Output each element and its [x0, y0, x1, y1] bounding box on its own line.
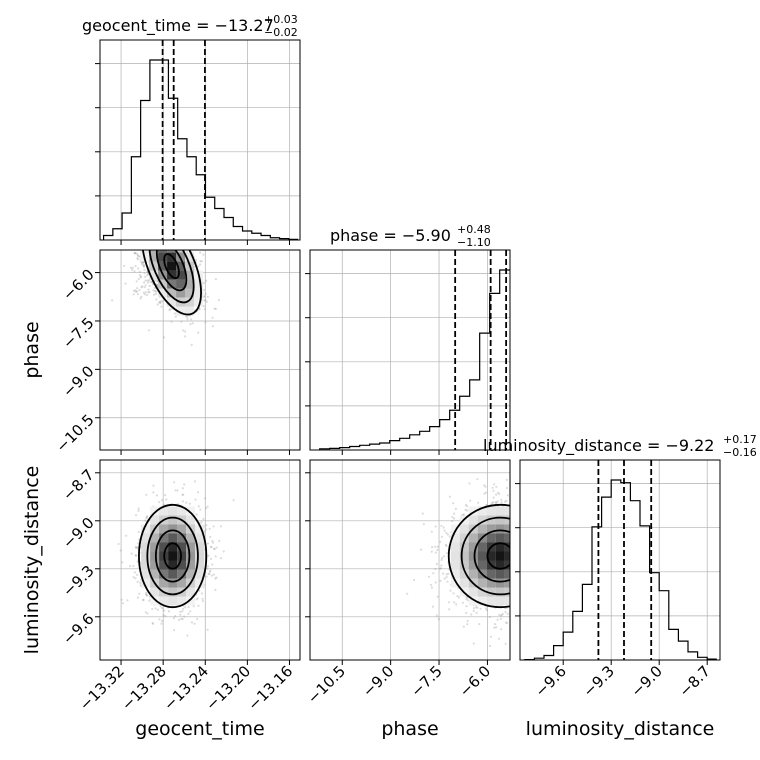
pair-10-content — [100, 250, 300, 450]
x-tick-label-geocent-time-2: −13.24 — [160, 662, 212, 714]
x-axis-label-geocent-time: geocent_time — [135, 718, 264, 740]
x-axis-label-luminosity-distance: luminosity_distance — [526, 718, 715, 740]
x-tick-label-geocent-time-4: −13.16 — [244, 662, 296, 714]
pair-20-density — [141, 506, 205, 606]
title-luminosity-distance-minus: −0.16 — [723, 446, 757, 459]
panel-luminosity-distance-histogram — [515, 459, 721, 665]
panel-luminosity-distance-vs-geocent-time — [95, 459, 301, 665]
x-tick-label-geocent-time-1: −13.28 — [118, 662, 170, 714]
hist-0-frame — [99, 39, 301, 241]
pair-20-contour-2 — [146, 516, 199, 596]
panel-phase-vs-geocent-time — [95, 249, 301, 455]
title-luminosity-distance-plus: +0.17 — [723, 433, 757, 446]
pair-21-contour-2 — [460, 516, 510, 596]
x-axis-label-phase: phase — [381, 718, 438, 740]
x-tick-label-phase-0: −10.5 — [304, 662, 349, 707]
pair-20-frame — [99, 459, 301, 661]
y-tick-label-luminosity-distance-1: −9.0 — [59, 514, 97, 552]
y-tick-label-phase-0: −6.0 — [59, 266, 97, 304]
pair-20-contour-1 — [154, 529, 191, 583]
title-geocent-time-minus: −0.02 — [264, 26, 298, 39]
y-tick-label-phase-3: −10.5 — [52, 411, 97, 456]
x-tick-label-geocent-time-0: −13.32 — [76, 662, 128, 714]
panel-luminosity-distance-vs-phase — [305, 459, 511, 665]
x-tick-label-phase-2: −7.5 — [407, 662, 445, 700]
pair-20-contour-0 — [163, 542, 182, 570]
hist-1-frame — [309, 249, 511, 451]
pair-21-contour-1 — [473, 529, 510, 583]
title-phase-plus: +0.48 — [457, 223, 491, 236]
hist-2-frame — [519, 459, 721, 661]
y-axis-label-luminosity-distance: luminosity_distance — [21, 466, 43, 655]
title-luminosity-distance: luminosity_distance = −9.22 — [483, 436, 714, 456]
x-tick-label-phase-1: −9.0 — [359, 662, 397, 700]
pair-21-contour-3 — [447, 503, 510, 609]
title-phase-minus: −1.10 — [457, 236, 491, 249]
x-tick-label-geocent-time-3: −13.20 — [202, 662, 254, 714]
hist-2-step — [524, 479, 717, 661]
y-tick-label-phase-1: −7.5 — [59, 314, 97, 352]
pair-10-contour-1 — [155, 250, 188, 292]
pair-21-content — [310, 460, 510, 660]
pair-10-contour-0 — [163, 253, 180, 280]
pair-10-frame — [99, 249, 301, 451]
title-phase: phase = −5.90 — [330, 226, 451, 245]
y-tick-label-phase-2: −9.0 — [59, 362, 97, 400]
pair-10-contour-3 — [141, 250, 202, 316]
y-axis-label-phase: phase — [21, 321, 43, 378]
pair-21-density — [450, 506, 510, 606]
y-tick-label-luminosity-distance-0: −8.7 — [59, 466, 97, 504]
x-tick-label-phase-3: −6.0 — [456, 662, 494, 700]
title-geocent-time-plus: +0.03 — [264, 13, 298, 26]
pair-20-contour-3 — [138, 503, 208, 609]
tick-labels: −13.32−13.28−13.24−13.20−13.16 −10.5 −9.0−… — [52, 266, 714, 715]
x-tick-label-luminosity-distance-1: −9.3 — [580, 662, 618, 700]
hist-1-step — [319, 269, 510, 450]
title-geocent-time: geocent_time = −13.27 — [82, 16, 274, 36]
pair-10-contour-2 — [148, 250, 195, 304]
pair-21-frame — [309, 459, 511, 661]
panel-geocent-time-histogram — [95, 39, 301, 245]
x-tick-label-luminosity-distance-0: −9.6 — [532, 662, 570, 700]
pair-21-contour-0 — [486, 542, 510, 570]
pair-20-content — [100, 460, 300, 660]
x-tick-label-luminosity-distance-2: −9.0 — [628, 662, 666, 700]
hist-0-step — [102, 59, 299, 240]
y-tick-label-luminosity-distance-2: −9.3 — [59, 562, 97, 600]
y-tick-label-luminosity-distance-3: −9.6 — [59, 610, 97, 648]
panel-phase-histogram — [305, 249, 511, 455]
pair-10-density — [140, 250, 204, 316]
x-tick-label-luminosity-distance-3: −8.7 — [676, 662, 714, 700]
